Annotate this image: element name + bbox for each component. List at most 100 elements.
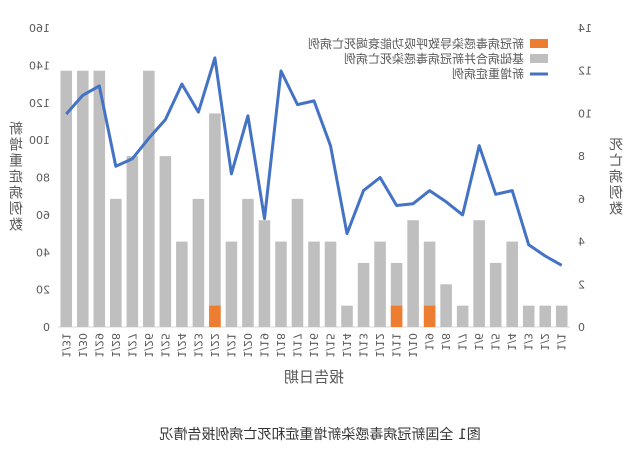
bar-basic-disease-death [176,242,188,327]
y-left-tick-label: 4 [578,236,585,249]
bar-respiratory-failure-death [209,306,221,327]
legend-label: 基础病合并新冠病毒感染死亡病例 [344,51,524,66]
x-tick-label: 1/21 [224,333,237,358]
bar-basic-disease-death [292,199,304,327]
y-right-tick-label: 40 [36,246,50,259]
bar-basic-disease-death [490,263,502,327]
y-right-axis-title: 例 [9,202,23,218]
x-tick-label: 1/1 [555,333,568,351]
y-left-axis-title: 数 [609,202,623,218]
x-tick-label: 1/20 [241,333,254,358]
y-left-axis-title: 死 [609,138,623,154]
legend-label: 新增重症病例 [452,66,524,81]
x-tick-label: 1/26 [142,333,155,358]
bar-basic-disease-death [358,263,370,327]
bar-basic-disease-death [193,199,205,327]
y-right-tick-label: 160 [29,22,50,35]
bar-basic-disease-death [539,306,551,327]
bar-basic-disease-death [325,242,337,327]
bar-basic-disease-death [259,220,271,327]
bar-basic-disease-death [374,242,386,327]
x-tick-label: 1/13 [357,333,370,358]
x-tick-label: 1/7 [456,333,469,351]
x-tick-label: 1/17 [290,333,303,358]
y-right-axis-title: 症 [9,170,23,186]
figure-caption: 图1 全国新冠病毒感染新增重症和死亡病例报告情况 [0,424,640,444]
y-left-tick-label: 14 [578,22,592,35]
bar-basic-disease-death [110,199,122,327]
x-tick-label: 1/22 [208,333,221,358]
y-right-tick-label: 80 [36,172,50,185]
x-tick-label: 1/12 [373,333,386,358]
x-tick-label: 1/11 [390,333,403,358]
x-tick-label: 1/15 [324,333,337,358]
x-axis-title: 报告日期 [284,368,344,386]
y-left-tick-label: 0 [578,321,585,334]
x-tick-label: 1/28 [109,333,122,358]
bar-basic-disease-death [143,71,155,327]
x-tick-label: 1/3 [522,333,535,351]
bar-basic-disease-death [556,306,568,327]
y-left-tick-label: 12 [578,65,592,78]
x-tick-label: 1/31 [59,333,72,358]
y-left-axis-title: 例 [609,186,623,202]
y-left-axis-title: 亡 [609,154,623,170]
y-right-axis-title: 增 [9,138,23,154]
line-layer [66,58,562,266]
legend-swatch [530,39,548,48]
bar-basic-disease-death [407,220,419,327]
bar-basic-disease-death [440,284,452,327]
y-right-tick-label: 20 [36,284,50,297]
x-tick-label: 1/29 [92,333,105,358]
y-right-tick-label: 100 [29,134,50,147]
x-tick-label: 1/5 [489,333,502,351]
bar-basic-disease-death [308,242,320,327]
y-right-tick-label: 0 [43,321,50,334]
y-left-axis-title: 病 [609,170,623,186]
bar-basic-disease-death [275,242,287,327]
x-tick-label: 1/18 [274,333,287,358]
x-tick-label: 1/6 [472,333,485,351]
legend-swatch [530,54,548,63]
x-tick-label: 1/2 [538,333,551,351]
bar-basic-disease-death [506,242,518,327]
y-left-tick-label: 2 [578,278,585,291]
y-right-tick-label: 140 [29,59,50,72]
bar-basic-disease-death [226,242,238,327]
y-left-tick-label: 10 [578,107,592,120]
x-tick-label: 1/30 [76,333,89,358]
legend-label: 新冠病毒感染导致呼吸功能衰竭死亡病例 [308,36,524,51]
line-new-severe-cases [66,58,561,265]
bar-basic-disease-death [457,306,469,327]
y-left-tick-label: 6 [578,193,585,206]
x-tick-label: 1/16 [307,333,320,358]
y-left-tick-label: 8 [578,150,585,163]
bar-basic-disease-death [209,113,221,327]
y-right-axis-title: 数 [9,218,23,234]
bar-respiratory-failure-death [391,306,403,327]
bar-basic-disease-death [127,156,139,327]
y-right-axis-title: 新 [9,122,23,138]
bar-basic-disease-death [473,220,485,327]
bar-basic-disease-death [77,71,89,327]
x-tick-label: 1/14 [340,333,353,358]
bar-basic-disease-death [341,306,353,327]
bar-basic-disease-death [242,199,254,327]
x-tick-label: 1/10 [406,333,419,358]
x-tick-label: 1/23 [191,333,204,358]
bar-basic-disease-death [523,306,535,327]
x-tick-label: 1/4 [505,333,518,351]
x-tick-label: 1/9 [423,333,436,351]
x-tick-label: 1/8 [439,333,452,351]
y-right-axis-title: 病 [9,186,23,202]
bar-basic-disease-death [160,156,172,327]
y-right-tick-label: 60 [36,209,50,222]
x-tick-label: 1/24 [175,333,188,358]
bars-layer [60,71,567,327]
x-tick-label: 1/27 [125,333,138,358]
bar-respiratory-failure-death [424,306,436,327]
x-tick-label: 1/25 [158,333,171,358]
